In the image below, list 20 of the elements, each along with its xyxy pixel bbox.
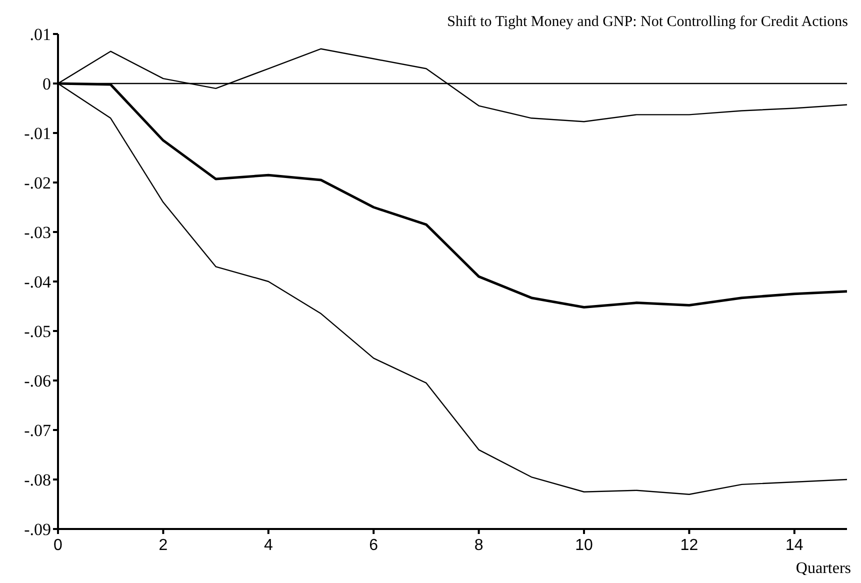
y-tick-label: -.03 xyxy=(24,223,51,242)
y-tick-label: -.04 xyxy=(24,272,52,292)
y-tick-label: .01 xyxy=(30,25,51,44)
x-tick-label: 6 xyxy=(369,537,378,554)
x-tick-label: 12 xyxy=(680,537,698,554)
x-tick-label: 4 xyxy=(264,537,273,554)
y-tick-label: -.02 xyxy=(24,174,51,193)
y-tick-label: -.07 xyxy=(24,421,52,440)
x-tick-label: 2 xyxy=(158,537,168,554)
x-tick-label: 14 xyxy=(786,537,804,554)
x-tick-label: 8 xyxy=(474,537,484,554)
y-tick-label: -.05 xyxy=(24,322,51,342)
y-tick-label: -.06 xyxy=(24,372,51,391)
y-tick-label: 0 xyxy=(42,74,51,94)
x-tick-label: 10 xyxy=(575,537,593,554)
y-tick-label: -.08 xyxy=(24,470,51,490)
x-tick-label: 0 xyxy=(54,537,63,554)
y-tick-label: -.09 xyxy=(24,520,51,540)
chart-title: Shift to Tight Money and GNP: Not Controlling for Credit Actions xyxy=(446,14,848,31)
y-tick-label: -.01 xyxy=(24,124,51,144)
